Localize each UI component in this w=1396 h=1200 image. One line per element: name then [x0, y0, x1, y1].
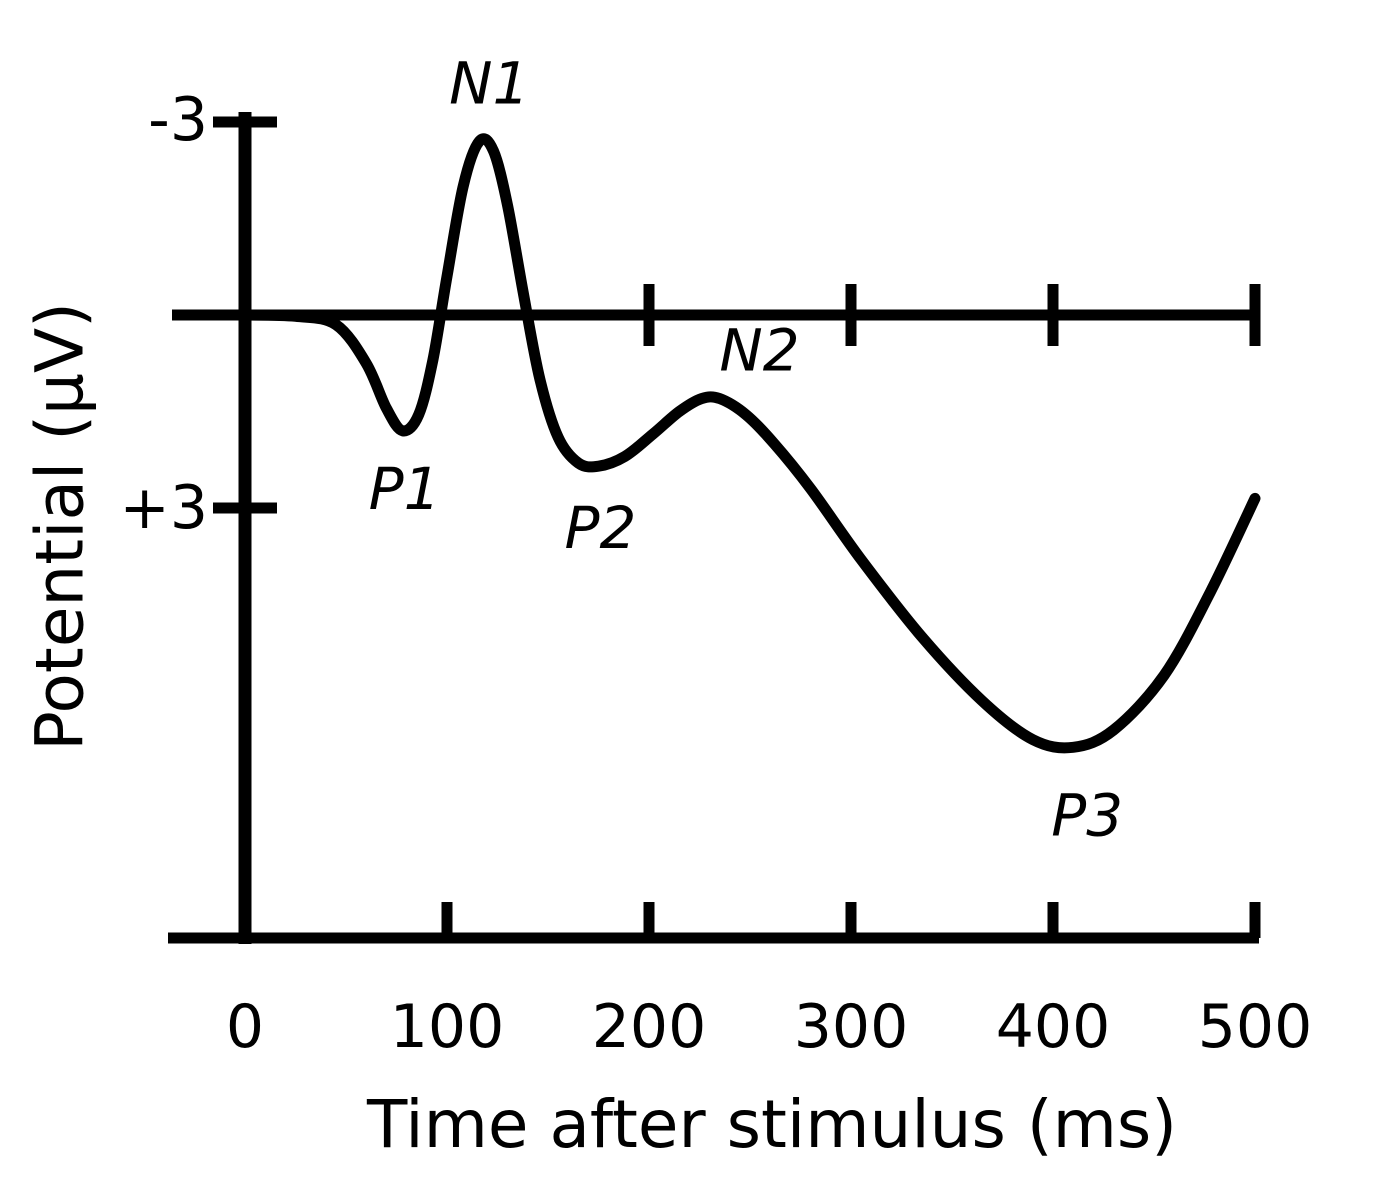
peak-label-N2: N2 — [719, 317, 799, 385]
peak-label-N1: N1 — [449, 49, 529, 117]
y-tick-label-pos3: +3 — [119, 473, 208, 543]
x-tick-label-200: 200 — [591, 992, 707, 1062]
peak-label-P2: P2 — [565, 494, 637, 562]
y-tick-label-neg3: -3 — [148, 85, 208, 155]
x-axis-title: Time after stimulus (ms) — [366, 1086, 1178, 1163]
y-axis-title: Potential (µV) — [21, 302, 99, 751]
x-tick-label-0: 0 — [225, 992, 265, 1062]
erp-waveform-path — [239, 133, 1261, 754]
x-tick-label-300: 300 — [793, 992, 909, 1062]
peak-label-P3: P3 — [1051, 781, 1123, 849]
peak-label-P1: P1 — [369, 455, 441, 523]
x-tick-label-100: 100 — [389, 992, 505, 1062]
x-tick-label-500: 500 — [1197, 992, 1313, 1062]
x-tick-label-400: 400 — [995, 992, 1111, 1062]
